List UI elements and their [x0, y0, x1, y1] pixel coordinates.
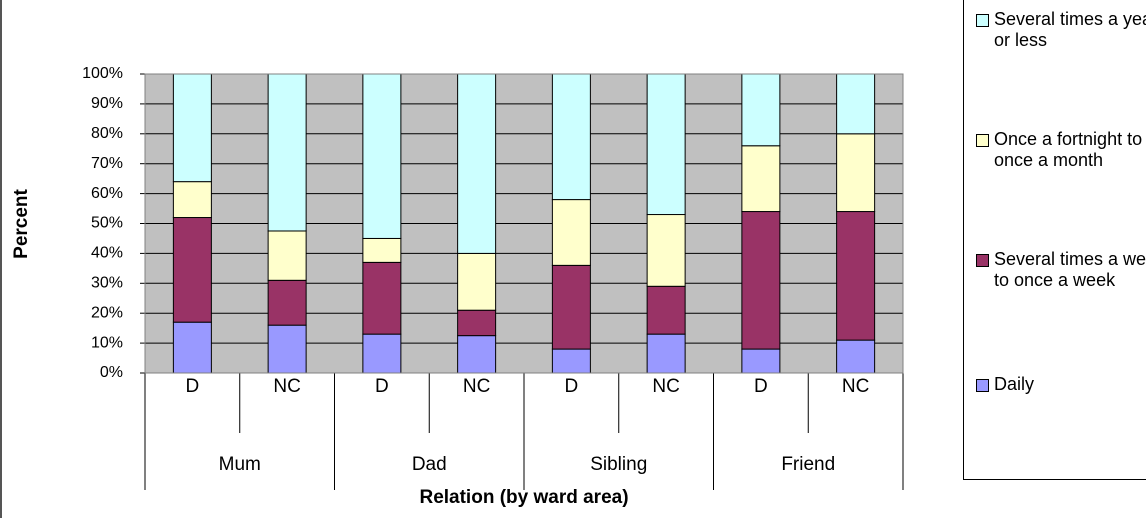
bar-segment: [267, 230, 307, 281]
legend-item: Several times a year or less: [976, 9, 1146, 51]
bar-segment: [551, 264, 591, 350]
plot-border: [144, 73, 904, 374]
group-label: Friend: [781, 454, 835, 475]
group-label: Mum: [219, 454, 261, 475]
bar-segment: [646, 214, 686, 287]
x-tick-label: D: [375, 376, 389, 397]
bar-segment: [741, 73, 781, 147]
bar-segment: [741, 211, 781, 350]
bar-segment: [267, 279, 307, 326]
legend-label: Several times a week to once a week: [994, 249, 1146, 290]
group-label: Sibling: [590, 454, 647, 475]
legend-label: Daily: [994, 374, 1035, 394]
bar-segment: [836, 339, 876, 374]
legend-swatch: [976, 379, 989, 392]
bar-segment: [741, 348, 781, 374]
y-tick-label: 70%: [91, 155, 123, 172]
y-tick-label: 40%: [91, 245, 123, 262]
bar-segment: [267, 73, 307, 232]
bar-segment: [457, 309, 497, 337]
legend-item: Once a fortnight to once a month: [976, 129, 1146, 171]
bar-segment: [362, 333, 402, 374]
y-tick-label: 100%: [82, 65, 123, 82]
bar-segment: [551, 199, 591, 266]
x-axis-label: Relation (by ward area): [419, 487, 628, 508]
y-tick-label: 90%: [91, 95, 123, 112]
x-tick-label: D: [186, 376, 200, 397]
y-tick-label: 30%: [91, 275, 123, 292]
bar-segment: [646, 73, 686, 216]
y-tick-label: 20%: [91, 304, 123, 321]
y-axis-label: Percent: [11, 188, 32, 258]
legend-swatch: [976, 254, 989, 267]
bar-segment: [457, 73, 497, 254]
bar-segment: [836, 133, 876, 213]
bar-segment: [362, 261, 402, 335]
y-tick-label: 80%: [91, 125, 123, 142]
bar-segment: [836, 73, 876, 135]
y-tick-label: 50%: [91, 215, 123, 232]
y-tick-label: 0%: [100, 364, 123, 381]
group-label: Dad: [412, 454, 447, 475]
bar-segment: [172, 73, 212, 183]
bar-segment: [362, 73, 402, 239]
bar-segment: [646, 333, 686, 374]
x-tick-label: NC: [273, 376, 300, 397]
y-tick-label: 10%: [91, 334, 123, 351]
bar-segment: [741, 145, 781, 213]
legend-label: Several times a year or less: [994, 9, 1146, 50]
bar-segment: [172, 217, 212, 323]
legend-item: Daily: [976, 374, 1146, 395]
bar-segment: [646, 285, 686, 335]
bar-segment: [457, 252, 497, 311]
legend-swatch: [976, 14, 989, 27]
legend-label: Once a fortnight to once a month: [994, 129, 1143, 170]
y-tick-label: 60%: [91, 185, 123, 202]
x-tick-label: NC: [652, 376, 679, 397]
bar-segment: [551, 348, 591, 374]
bar-segment: [457, 335, 497, 374]
x-tick-label: NC: [842, 376, 869, 397]
bar-segment: [172, 181, 212, 219]
bar-segment: [172, 321, 212, 374]
bar-segment: [267, 324, 307, 374]
chart: Relation (by ward area) Percent 0% 10% 20%…: [0, 0, 904, 518]
bar-segment: [362, 237, 402, 263]
legend-item: Several times a week to once a week: [976, 249, 1146, 291]
x-tick-label: NC: [463, 376, 490, 397]
bar-segment: [836, 211, 876, 341]
x-tick-label: D: [565, 376, 579, 397]
bar-segment: [551, 73, 591, 201]
x-tick-label: D: [754, 376, 768, 397]
legend-swatch: [976, 134, 989, 147]
legend: Several times a year or less Once a fortn…: [963, 0, 1146, 480]
